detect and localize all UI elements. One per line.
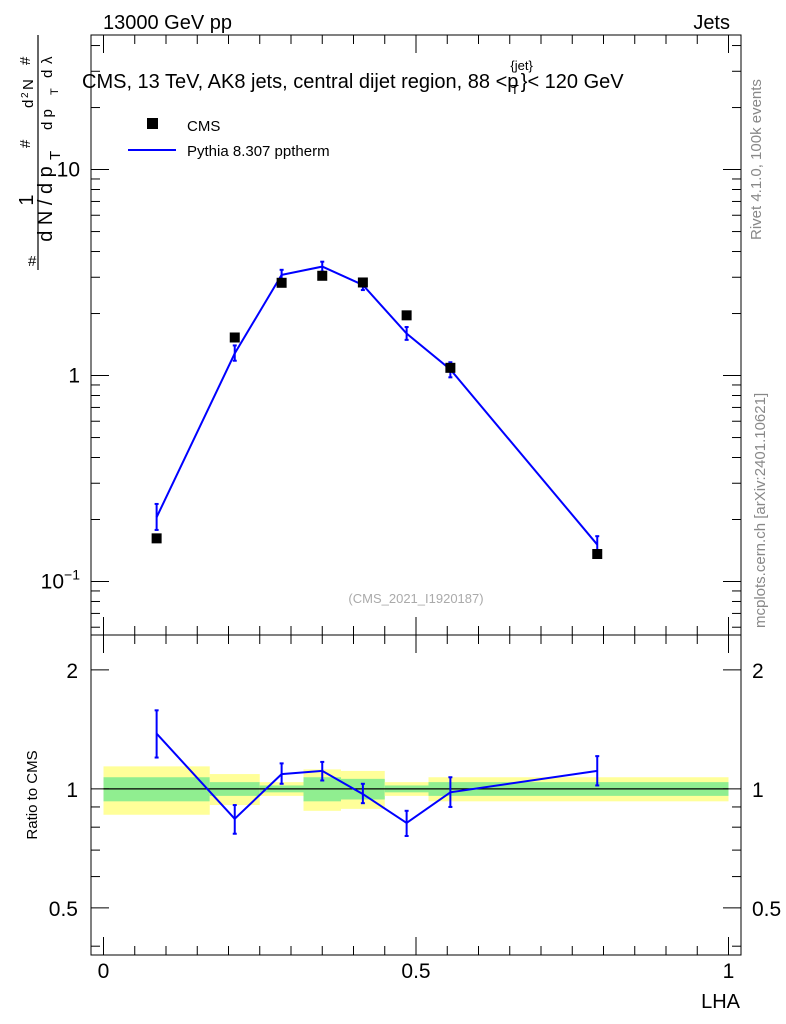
ratio-ytick-label-left: 0.5 [49,898,78,921]
ylabel-dp: d p [39,109,56,130]
header-jets: Jets [693,12,730,34]
main-ytick-label: 1 [68,365,80,388]
analysis-watermark: (CMS_2021_I1920187) [348,591,483,606]
ylabel-hash-3: # [17,56,34,65]
legend-mc-label: Pythia 8.307 pptherm [187,143,330,160]
plot-title: CMS, 13 TeV, AK8 jets, central dijet reg… [82,58,624,97]
xtick-label: 0.5 [401,960,430,983]
main-ytick-label: 10−1 [41,567,81,594]
ylabel-N: N [20,79,37,90]
ratio-ytick-label-right: 2 [752,660,764,683]
title-end: }< 120 GeV [521,71,625,93]
main-panel: 10−1 1 10 CMS, 13 TeV, AK8 jets, central d… [41,34,742,636]
xtick-label: 0 [98,960,110,983]
main-ytick-label: 10 [57,159,80,182]
ratio-ytick-label-left: 2 [66,660,78,683]
cms-data-point [276,277,287,288]
ylabel-hash-2: # [17,139,34,148]
mc-series-line [155,265,599,546]
ratio-marks [154,709,600,837]
ylabel-dlambda-d: d [39,70,56,78]
ratio-ytick-label-right: 1 [752,779,764,802]
ylabel-lambda: λ [39,56,56,64]
xtick-label: 1 [723,960,735,983]
mcplots-label: mcplots.cern.ch [arXiv:2401.10621] [752,393,769,628]
ratio-ytick-label-left: 1 [66,779,78,802]
ratio-ytick-label-right: 0.5 [752,898,781,921]
cms-data-point [151,533,162,544]
ratio-bands [103,766,729,815]
header-energy: 13000 GeV pp [103,12,232,34]
cms-data-point [317,270,328,281]
cms-data-point [357,277,368,288]
cms-data-point [229,332,240,343]
ratio-tick-labels: 0.5 0.5 1 1 2 2 0 0.5 1 [49,660,781,983]
cms-data-point [401,310,412,321]
title-sup: {jet} [510,58,533,73]
ratio-ylabel: Ratio to CMS [24,750,41,839]
ratio-mc-line [155,732,598,825]
ylabel-dp-sub: T [49,88,61,95]
title-main: CMS, 13 TeV, AK8 jets, central dijet reg… [82,71,518,93]
ylabel-numerator-one: 1 [16,194,38,205]
legend-cms-label: CMS [187,118,220,135]
ylabel-denominator: d N / d p [35,166,57,242]
rivet-version-label: Rivet 4.1.0, 100k events [748,79,765,240]
main-tick-labels: 10−1 1 10 [41,159,81,594]
main-ylabel: # 1 d N / d p T # d 2 N # d p T d λ [16,35,64,270]
main-marks [151,260,603,560]
legend-cms-marker [147,118,158,129]
ylabel-hash-1: # [28,253,37,270]
ylabel-denominator-sub: T [47,151,64,160]
legend: CMS Pythia 8.307 pptherm [128,118,330,160]
title-sub: T [511,82,519,97]
main-ticks [91,35,741,635]
ratio-ticks [91,635,741,955]
x-axis-label: LHA [701,991,741,1013]
ylabel-d: d [20,100,37,108]
ratio-panel: 0.5 0.5 1 1 2 2 0 0.5 1 Ratio to CMS LHA [24,634,781,1013]
cms-data-point [445,362,456,373]
cms-data-point [592,549,603,560]
ylabel-power: 2 [20,92,31,98]
